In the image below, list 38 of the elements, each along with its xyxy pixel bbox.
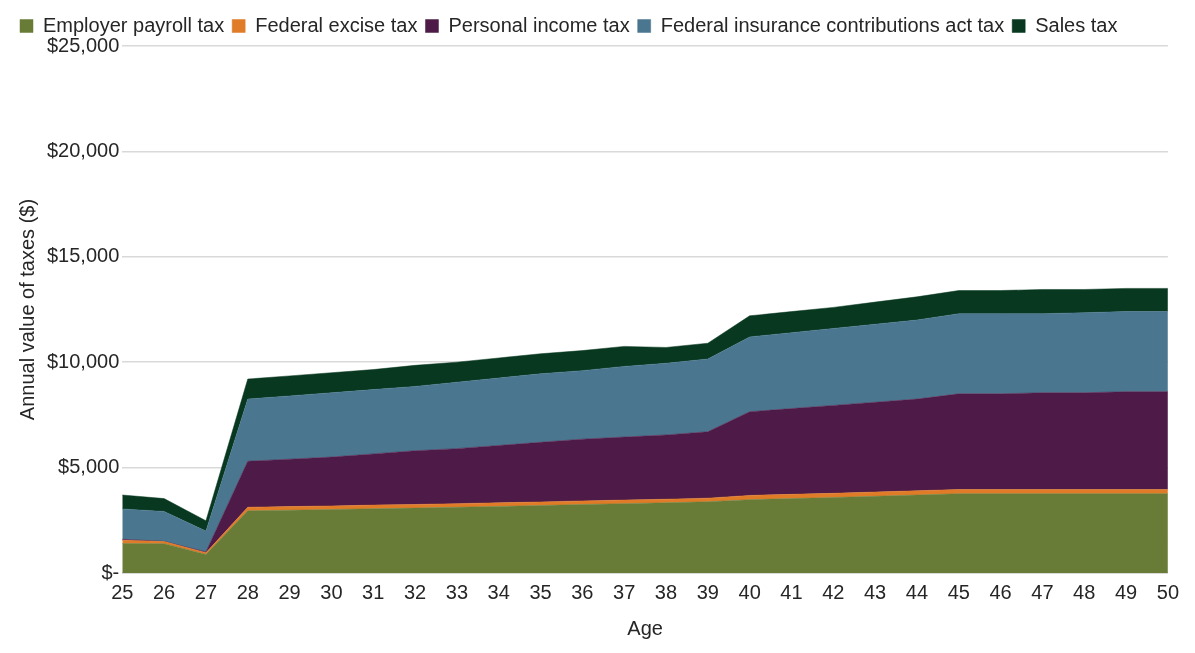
x-tick-label: 41 bbox=[780, 580, 803, 603]
x-tick-label: 39 bbox=[696, 580, 719, 603]
x-tick-label: 37 bbox=[613, 580, 636, 603]
x-tick-label: 32 bbox=[403, 580, 427, 603]
legend-label: Sales tax bbox=[1035, 13, 1118, 36]
legend-label: Personal income tax bbox=[448, 13, 630, 36]
y-tick-label: $- bbox=[101, 560, 120, 583]
x-tick-label: 49 bbox=[1114, 580, 1138, 603]
y-tick-label: $10,000 bbox=[47, 349, 120, 372]
x-tick-label: 31 bbox=[362, 580, 385, 603]
x-tick-label: 30 bbox=[320, 580, 343, 603]
x-tick-label: 25 bbox=[111, 580, 134, 603]
x-tick-label: 47 bbox=[1031, 580, 1054, 603]
x-tick-label: 38 bbox=[654, 580, 678, 603]
x-axis-title: Age bbox=[627, 616, 663, 639]
x-tick-label: 34 bbox=[487, 580, 510, 603]
x-tick-label: 33 bbox=[445, 580, 469, 603]
x-tick-label: 46 bbox=[989, 580, 1012, 603]
legend-label: Federal excise tax bbox=[255, 13, 418, 36]
x-tick-label: 26 bbox=[152, 580, 176, 603]
x-tick-label: 43 bbox=[863, 580, 887, 603]
y-axis-title: Annual value of taxes ($) bbox=[15, 198, 38, 421]
legend-label: Federal insurance contributions act tax bbox=[660, 13, 1005, 36]
x-tick-label: 48 bbox=[1073, 580, 1096, 603]
x-tick-label: 36 bbox=[571, 580, 594, 603]
x-tick-label: 42 bbox=[822, 580, 845, 603]
x-tick-label: 44 bbox=[905, 580, 929, 603]
x-tick-label: 50 bbox=[1156, 580, 1179, 603]
y-tick-label: $5,000 bbox=[58, 455, 120, 478]
legend-label: Employer payroll tax bbox=[43, 13, 225, 36]
x-tick-label: 35 bbox=[529, 580, 552, 603]
x-tick-label: 45 bbox=[947, 580, 970, 603]
x-tick-label: 28 bbox=[236, 580, 259, 603]
x-tick-label: 40 bbox=[738, 580, 761, 603]
x-tick-label: 27 bbox=[194, 580, 218, 603]
y-tick-label: $20,000 bbox=[47, 138, 120, 161]
x-tick-label: 29 bbox=[278, 580, 301, 603]
y-tick-label: $15,000 bbox=[47, 244, 120, 267]
